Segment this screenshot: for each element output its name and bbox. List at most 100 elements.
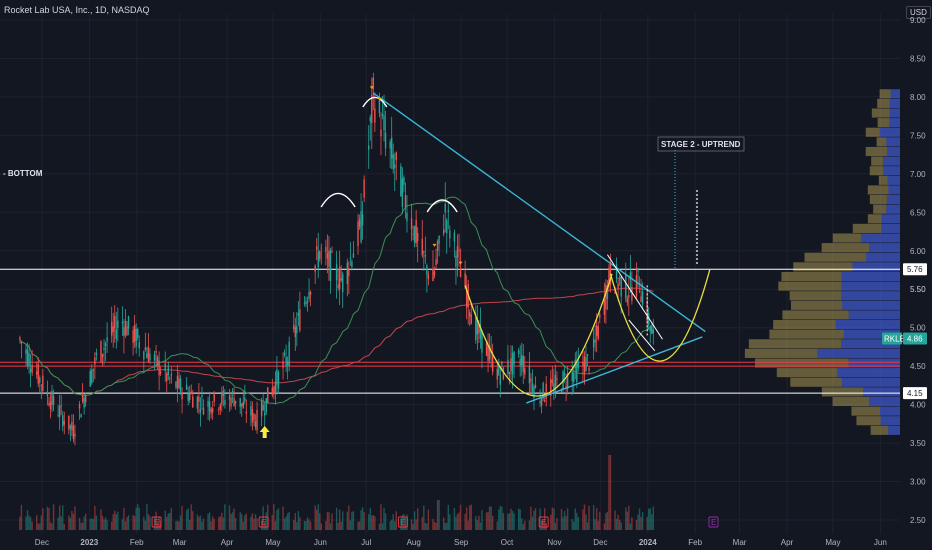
candle-body [49, 401, 52, 410]
volume-bar [25, 516, 27, 530]
volume-bar [475, 516, 477, 530]
y-tick-label: 9.00 [910, 16, 926, 25]
volume-bar [404, 517, 407, 530]
volume-bar [652, 506, 655, 530]
volume-bar [631, 517, 633, 530]
moving-averages [19, 196, 654, 405]
candle-body [143, 351, 145, 360]
candle-body [31, 364, 33, 374]
currency-button[interactable]: USD [906, 6, 931, 19]
volume-bar [588, 505, 590, 530]
candle-body [95, 352, 98, 355]
moving-average-fast-line [19, 196, 654, 405]
x-tick-label: Dec [593, 538, 607, 547]
volume-bar [328, 512, 330, 530]
candle-body [459, 268, 462, 278]
volume-bar [384, 513, 387, 530]
volume-bar [556, 517, 558, 530]
volume-bar [265, 512, 267, 530]
volume-bar [60, 516, 62, 530]
price-axis[interactable]: 9.00 8.50 8.00 7.50 7.00 6.50 6.00 5.50 5.00 4.50… [882, 16, 927, 525]
volume-bar [201, 521, 203, 530]
volume-bar [306, 517, 309, 530]
volume-bar [443, 517, 445, 530]
volume-profile-up [869, 195, 887, 205]
candle-body [508, 371, 511, 374]
candle-body [540, 398, 543, 406]
volume-bar [29, 517, 32, 530]
volume-bar [207, 513, 209, 530]
volume-bar [143, 516, 145, 530]
candle-body [381, 114, 384, 116]
candle-body [424, 255, 427, 257]
last-price-tag [903, 332, 927, 345]
candle-body [479, 323, 482, 339]
volume-bar [566, 508, 569, 530]
volume-bar [620, 522, 622, 530]
candle-body [583, 356, 586, 375]
candle-body [478, 324, 480, 333]
volume-bar [363, 512, 365, 530]
volume-bar [614, 510, 616, 530]
volume-bar [592, 505, 595, 530]
candle-body [39, 377, 41, 383]
volume-bar [112, 514, 114, 530]
candle-body [121, 321, 124, 324]
candle-body [513, 351, 515, 365]
volume-bar [603, 523, 606, 530]
y-tick-label: 7.50 [910, 131, 926, 140]
candle-body [491, 355, 494, 372]
volume-profile-down [888, 185, 900, 195]
candle-body [392, 154, 394, 170]
volume-bar [499, 505, 502, 530]
candle-body [147, 346, 150, 363]
annotation-stage2-box [657, 136, 745, 152]
volume-bar [449, 514, 451, 530]
volume-bar [101, 515, 104, 530]
candle-body [456, 246, 459, 258]
candle-body [573, 372, 575, 382]
volume-bar [262, 506, 264, 530]
candle-body [360, 211, 362, 243]
candle-body [522, 356, 524, 372]
volume-bar [198, 516, 200, 530]
volume-bar [260, 521, 263, 530]
y-tick-label: 4.50 [910, 362, 926, 371]
volume-bar [438, 500, 440, 530]
volume-profile-down [848, 310, 900, 320]
candle-body [443, 229, 445, 234]
volume-bar [230, 513, 232, 530]
x-tick-label: Dec [35, 538, 49, 547]
candle-body [285, 357, 287, 367]
grid-lines [0, 14, 900, 534]
candle-body [40, 385, 43, 387]
volume-bar [456, 514, 459, 530]
candle-body [533, 386, 535, 398]
candle-body [115, 328, 117, 339]
volume-profile-up [877, 98, 890, 108]
time-axis[interactable]: Dec 2023 Feb Mar Apr May Jun Jul Aug Sep Oct Nov Dec… [35, 538, 887, 547]
volume-bar [83, 516, 85, 530]
volume-bar [273, 504, 275, 530]
candlesticks [19, 72, 655, 446]
volume-profile-down [852, 262, 900, 272]
volume-bar [467, 520, 469, 530]
candle-body [277, 371, 280, 389]
candle-body [153, 354, 156, 361]
candle-body [481, 330, 483, 353]
candle-body [329, 249, 332, 282]
volume-bar [413, 511, 416, 530]
volume-bar [513, 513, 515, 530]
candle-body [485, 342, 488, 356]
candle-body [19, 337, 21, 340]
volume-bar [48, 507, 50, 530]
candle-body [273, 386, 275, 392]
candle-body [652, 329, 655, 334]
candle-body [528, 366, 531, 384]
candle-body [560, 390, 563, 392]
candle-body [395, 152, 397, 160]
candle-body [198, 396, 200, 402]
volume-bar [250, 516, 252, 530]
volume-bar [91, 518, 93, 530]
